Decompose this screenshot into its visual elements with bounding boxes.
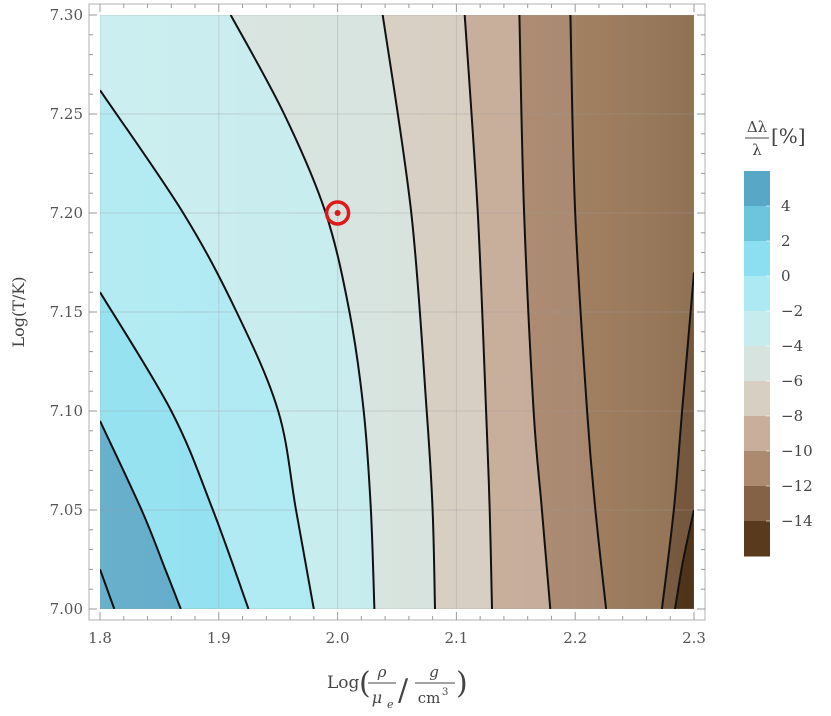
y-tick-label: 7.25	[50, 105, 83, 123]
y-tick-label: 7.00	[50, 600, 83, 618]
colorbar-band	[744, 416, 770, 452]
colorbar-tick-label: −12	[781, 477, 813, 495]
colorbar-band	[744, 276, 770, 312]
x-title-mu: μ	[372, 688, 382, 707]
x-tick-label: 2.3	[682, 629, 706, 647]
contour-line	[674, 509, 694, 609]
colorbar-tick-label: −4	[781, 337, 803, 355]
x-title-slash: /	[398, 673, 409, 708]
y-tick-label: 7.10	[50, 402, 83, 420]
y-tick-label: 7.15	[50, 303, 83, 321]
x-tick-label: 1.9	[207, 629, 231, 647]
contour-line	[381, 15, 436, 609]
marker-ring	[324, 200, 351, 226]
colorbar-title: Δλ λ [%]	[745, 118, 806, 159]
colorbar-tick-label: −8	[781, 407, 803, 425]
contour-line	[100, 420, 182, 609]
colorbar-title-denominator: λ	[752, 141, 762, 159]
colorbar: 4 2 0 −2 −4 −6 −8 −10 −12 −14	[744, 171, 813, 557]
y-tick-label: 7.05	[50, 501, 83, 519]
colorbar-band	[744, 521, 770, 557]
axes: 1.8 1.9 2.0 2.1 2.2 2.3 7.00 7.05 7.10 7.15 7.20 7.…	[50, 3, 706, 647]
colorbar-band	[744, 381, 770, 417]
x-title-log: Log	[327, 673, 360, 693]
marker-dot	[334, 210, 341, 216]
contour-lines	[100, 15, 694, 609]
x-title-g: g	[429, 663, 439, 681]
contour-line	[660, 272, 694, 609]
colorbar-tick-label: −6	[781, 372, 803, 390]
x-title-close-paren: )	[456, 666, 468, 701]
colorbar-tick-label: 2	[781, 232, 791, 250]
contour-line	[569, 15, 608, 609]
contour-line	[229, 15, 376, 609]
contour-line	[463, 15, 493, 609]
colorbar-band	[744, 486, 770, 522]
contour-line	[100, 291, 250, 609]
colorbar-band	[744, 171, 770, 207]
colorbar-tick-label: 4	[781, 197, 791, 215]
contour-line	[518, 15, 552, 609]
y-tick-label: 7.20	[50, 204, 83, 222]
colorbar-tick-label: 0	[781, 267, 791, 285]
colorbar-band	[744, 346, 770, 382]
x-title-rho: ρ	[377, 663, 387, 681]
x-title-cm: cm	[418, 689, 441, 707]
colorbar-tick-label: −10	[781, 442, 813, 460]
contour-line	[100, 89, 315, 609]
x-tick-label: 2.1	[444, 629, 468, 647]
x-title-open-paren: (	[359, 666, 371, 701]
reference-marker	[324, 200, 351, 226]
contour-line	[100, 569, 116, 609]
colorbar-band	[744, 206, 770, 242]
x-title-cm-superscript: 3	[442, 687, 448, 698]
colorbar-tick-label: −2	[781, 302, 803, 320]
x-tick-label: 1.8	[88, 629, 112, 647]
y-axis-title: Log(T/K)	[9, 277, 28, 348]
colorbar-title-unit: [%]	[771, 124, 806, 148]
x-tick-label: 2.2	[563, 629, 587, 647]
x-tick-label: 2.0	[326, 629, 350, 647]
y-tick-label: 7.30	[50, 6, 83, 24]
contour-fill-layer	[100, 15, 694, 609]
x-axis-title: Log ( ρ μ e / g cm 3 )	[327, 663, 468, 711]
x-title-mu-subscript: e	[387, 698, 394, 711]
colorbar-tick-label: −14	[781, 512, 813, 530]
colorbar-band	[744, 311, 770, 347]
colorbar-band	[744, 241, 770, 277]
colorbar-band	[744, 451, 770, 487]
colorbar-title-numerator: Δλ	[747, 118, 768, 136]
